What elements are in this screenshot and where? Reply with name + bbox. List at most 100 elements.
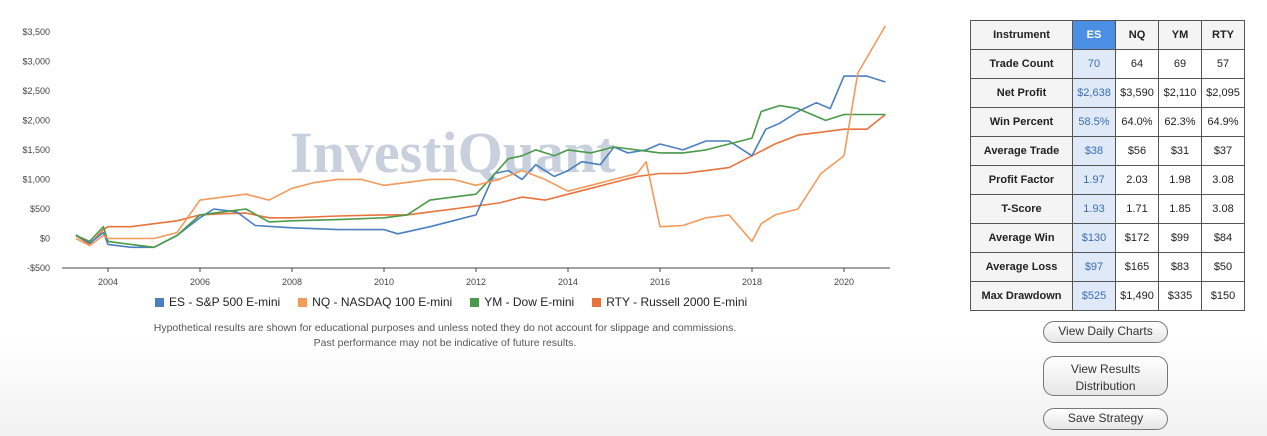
- x-tick-label: 2010: [374, 277, 394, 287]
- table-row: Win Percent 58.5% 64.0% 62.3% 64.9%: [970, 107, 1245, 137]
- row-label: Profit Factor: [970, 165, 1073, 195]
- cell-es: $2,638: [1072, 78, 1116, 108]
- cell-ym: 1.85: [1158, 194, 1202, 224]
- cell-nq: 64: [1115, 49, 1159, 79]
- header-instrument: Instrument: [970, 20, 1073, 50]
- y-tick-label: $2,000: [22, 115, 50, 125]
- y-tick-label: $1,000: [22, 174, 50, 184]
- y-tick-label: $1,500: [22, 145, 50, 155]
- header-nq[interactable]: NQ: [1115, 20, 1159, 50]
- y-tick-label: -$500: [27, 263, 50, 273]
- legend-item-rty[interactable]: RTY - Russell 2000 E-mini: [592, 295, 747, 309]
- cell-ym: $83: [1158, 252, 1202, 282]
- cell-rty: $84: [1201, 223, 1245, 253]
- table-row: Net Profit $2,638 $3,590 $2,110 $2,095: [970, 78, 1245, 108]
- y-tick-label: $500: [30, 204, 50, 214]
- equity-curve-chart: InvestiQuant -$500 $0 $500 $1,000 $1,500 $2,0…: [22, 25, 890, 287]
- disclaimer-line-2: Past performance may not be indicative o…: [313, 337, 577, 349]
- row-label: Average Win: [970, 223, 1073, 253]
- series-line-es: [75, 75, 886, 249]
- legend-label-nq: NQ - NASDAQ 100 E-mini: [312, 295, 453, 309]
- cell-rty: $50: [1201, 252, 1245, 282]
- table-row: Average Loss $97 $165 $83 $50: [970, 252, 1245, 282]
- chart-series: [75, 25, 887, 249]
- cell-ym: 1.98: [1158, 165, 1202, 195]
- watermark-logo: InvestiQuant: [290, 120, 616, 185]
- cell-es: $38: [1072, 136, 1116, 166]
- table-row: Max Drawdown $525 $1,490 $335 $150: [970, 281, 1245, 311]
- legend-label-ym: YM - Dow E-mini: [484, 295, 575, 309]
- x-tick-label: 2004: [98, 277, 118, 287]
- legend-swatch-ym: [470, 297, 480, 307]
- table-row: T-Score 1.93 1.71 1.85 3.08: [970, 194, 1245, 224]
- legend-item-nq[interactable]: NQ - NASDAQ 100 E-mini: [298, 295, 452, 309]
- cell-rty: $2,095: [1201, 78, 1245, 108]
- table-row: Trade Count 70 64 69 57: [970, 49, 1245, 79]
- cell-rty: 57: [1201, 49, 1245, 79]
- save-strategy-button[interactable]: Save Strategy: [1043, 408, 1168, 430]
- stats-table: Instrument ES NQ YM RTY Trade Count 70 6…: [970, 20, 1245, 311]
- cell-rty: 3.08: [1201, 194, 1245, 224]
- view-results-distribution-button[interactable]: View Results Distribution: [1043, 356, 1168, 396]
- series-line-nq: [75, 25, 887, 247]
- x-tick-label: 2008: [282, 277, 302, 287]
- legend-label-es: ES - S&P 500 E-mini: [169, 295, 281, 309]
- row-label: Net Profit: [970, 78, 1073, 108]
- legend-item-es[interactable]: ES - S&P 500 E-mini: [155, 295, 280, 309]
- cell-ym: $2,110: [1158, 78, 1202, 108]
- x-tick-label: 2018: [742, 277, 762, 287]
- cell-es: 58.5%: [1072, 107, 1116, 137]
- x-tick-label: 2014: [558, 277, 578, 287]
- table-row: Average Trade $38 $56 $31 $37: [970, 136, 1245, 166]
- y-tick-label: $0: [40, 233, 50, 243]
- stats-header-row: Instrument ES NQ YM RTY: [970, 20, 1245, 50]
- cell-es: 1.97: [1072, 165, 1116, 195]
- cell-es: 1.93: [1072, 194, 1116, 224]
- series-line-ym: [75, 104, 886, 249]
- cell-nq: $172: [1115, 223, 1159, 253]
- x-tick-label: 2012: [466, 277, 486, 287]
- legend-swatch-es: [155, 297, 164, 307]
- cell-ym: $31: [1158, 136, 1202, 166]
- x-tick-label: 2016: [650, 277, 670, 287]
- cell-ym: 62.3%: [1158, 107, 1202, 137]
- cell-es: $525: [1072, 281, 1116, 311]
- y-tick-label: $3,000: [22, 56, 50, 66]
- view-daily-charts-button[interactable]: View Daily Charts: [1043, 321, 1168, 343]
- cell-nq: $1,490: [1115, 281, 1159, 311]
- table-row: Average Win $130 $172 $99 $84: [970, 223, 1245, 253]
- cell-rty: $150: [1201, 281, 1245, 311]
- cell-rty: 3.08: [1201, 165, 1245, 195]
- cell-ym: $99: [1158, 223, 1202, 253]
- legend-label-rty: RTY - Russell 2000 E-mini: [606, 295, 748, 309]
- chart-legend: ES - S&P 500 E-mini NQ - NASDAQ 100 E-mi…: [155, 295, 747, 309]
- cell-ym: 69: [1158, 49, 1202, 79]
- header-es[interactable]: ES: [1072, 20, 1116, 50]
- x-tick-label: 2006: [190, 277, 210, 287]
- cell-ym: $335: [1158, 281, 1202, 311]
- cell-nq: 2.03: [1115, 165, 1159, 195]
- cell-es: $130: [1072, 223, 1116, 253]
- cell-nq: $56: [1115, 136, 1159, 166]
- x-tick-label: 2020: [834, 277, 854, 287]
- cell-nq: 64.0%: [1115, 107, 1159, 137]
- cell-nq: 1.71: [1115, 194, 1159, 224]
- disclaimer-line-1: Hypothetical results are shown for educa…: [153, 322, 737, 334]
- cell-nq: $3,590: [1115, 78, 1159, 108]
- header-ym[interactable]: YM: [1158, 20, 1202, 50]
- y-tick-label: $2,500: [22, 86, 50, 96]
- cell-es: 70: [1072, 49, 1116, 79]
- y-tick-label: $3,500: [22, 27, 50, 37]
- row-label: Average Trade: [970, 136, 1073, 166]
- chart-axes: -$500 $0 $500 $1,000 $1,500 $2,000 $2,500 $3,00…: [22, 27, 890, 287]
- header-rty[interactable]: RTY: [1201, 20, 1245, 50]
- row-label: Win Percent: [970, 107, 1073, 137]
- cell-rty: 64.9%: [1201, 107, 1245, 137]
- legend-item-ym[interactable]: YM - Dow E-mini: [470, 295, 574, 309]
- row-label: Trade Count: [970, 49, 1073, 79]
- table-row: Profit Factor 1.97 2.03 1.98 3.08: [970, 165, 1245, 195]
- cell-es: $97: [1072, 252, 1116, 282]
- row-label: T-Score: [970, 194, 1073, 224]
- row-label: Average Loss: [970, 252, 1073, 282]
- legend-swatch-nq: [298, 297, 308, 307]
